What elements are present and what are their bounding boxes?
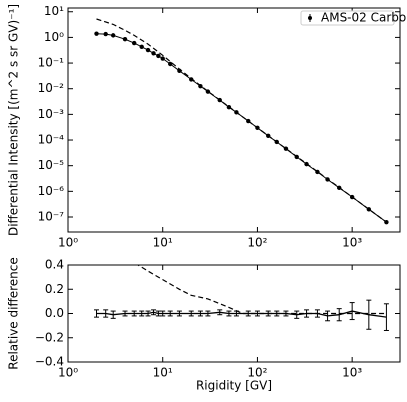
x-axis-label: Rigidity [GV]	[196, 379, 272, 393]
data-point	[151, 51, 156, 56]
data-point	[110, 33, 116, 38]
y-tick-label: 10⁰	[44, 30, 64, 44]
model-line	[96, 18, 387, 223]
legend-marker	[308, 16, 312, 20]
data-point	[160, 56, 165, 61]
y-tick-label: 0.2	[45, 282, 64, 296]
data-point	[145, 47, 151, 53]
y-tick-label: 10⁻³	[38, 107, 65, 121]
y-tick-label: −0.2	[35, 330, 64, 344]
y-axis-label: Relative difference	[7, 257, 21, 369]
y-tick-label: 0.0	[45, 306, 64, 320]
data-point	[156, 53, 161, 59]
data-point	[103, 31, 108, 37]
y-tick-label: 10⁻⁴	[38, 133, 65, 147]
x-tick-label: 10²	[247, 236, 267, 250]
x-tick-label: 10¹	[153, 236, 173, 250]
x-tick-label: 10⁰	[58, 236, 78, 250]
data-point	[132, 40, 137, 46]
axes-frame	[67, 7, 401, 233]
y-tick-label: 10⁻²	[38, 81, 65, 95]
y-axis-label: Differential Intensity [(m^2 s sr GV)⁻¹]	[7, 4, 21, 236]
x-tick-label: 10¹	[153, 366, 173, 380]
x-tick-label: 10²	[247, 366, 267, 380]
data-point	[139, 44, 144, 50]
y-tick-label: 10⁻⁶	[38, 184, 65, 198]
y-tick-label: 10⁻¹	[38, 56, 65, 70]
legend-label: AMS-02 Carbon	[321, 11, 407, 25]
y-tick-label: 10⁻⁷	[38, 209, 65, 223]
data-line	[96, 33, 387, 223]
x-tick-label: 10³	[342, 236, 362, 250]
y-tick-label: 0.4	[45, 258, 64, 272]
legend-box	[300, 10, 395, 26]
plot-area	[94, 18, 389, 225]
data-point	[94, 31, 99, 36]
data-point	[168, 61, 173, 67]
y-tick-label: −0.4	[35, 355, 64, 369]
model-line	[136, 265, 387, 315]
data-point	[122, 37, 128, 42]
data-point	[189, 77, 194, 82]
x-tick-label: 10⁰	[58, 366, 78, 380]
y-tick-label: 10¹	[44, 4, 64, 18]
x-tick-label: 10³	[342, 366, 362, 380]
y-tick-label: 10⁻⁵	[38, 158, 65, 172]
plot-area	[94, 265, 389, 331]
